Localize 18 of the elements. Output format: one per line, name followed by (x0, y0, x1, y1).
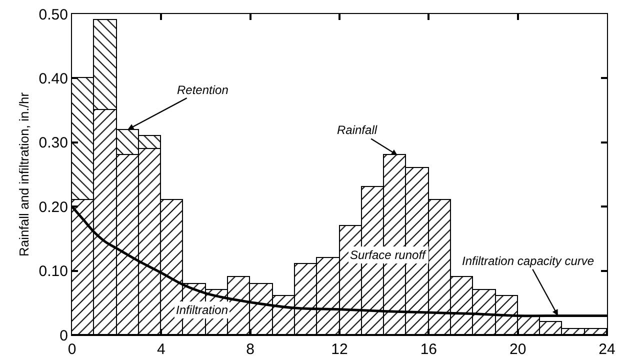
y-tick-label: 0.10 (38, 263, 68, 280)
annotation: Infiltration (176, 303, 228, 317)
y-tick-label: 0.20 (38, 198, 68, 216)
y-tick-label: 0.30 (38, 134, 68, 152)
x-tick-label: 4 (157, 341, 166, 358)
annotation: Surface runoff (350, 248, 428, 262)
x-tick-label: 20 (509, 341, 526, 358)
x-tick-label: 8 (246, 341, 254, 358)
x-tick-label: 12 (331, 341, 348, 358)
y-tick-label: 0.40 (38, 70, 68, 88)
annotation: Infiltration capacity curve (462, 254, 594, 268)
x-tick-label: 24 (598, 341, 616, 358)
annotation: Rainfall (337, 123, 378, 137)
y-axis-title: Rainfall and infiltration, in./hr (16, 92, 32, 257)
x-tick-label: 16 (420, 341, 438, 358)
annotation: Retention (177, 83, 229, 97)
y-tick-label: 0 (60, 327, 68, 344)
y-tick-label: 0.50 (38, 6, 68, 24)
